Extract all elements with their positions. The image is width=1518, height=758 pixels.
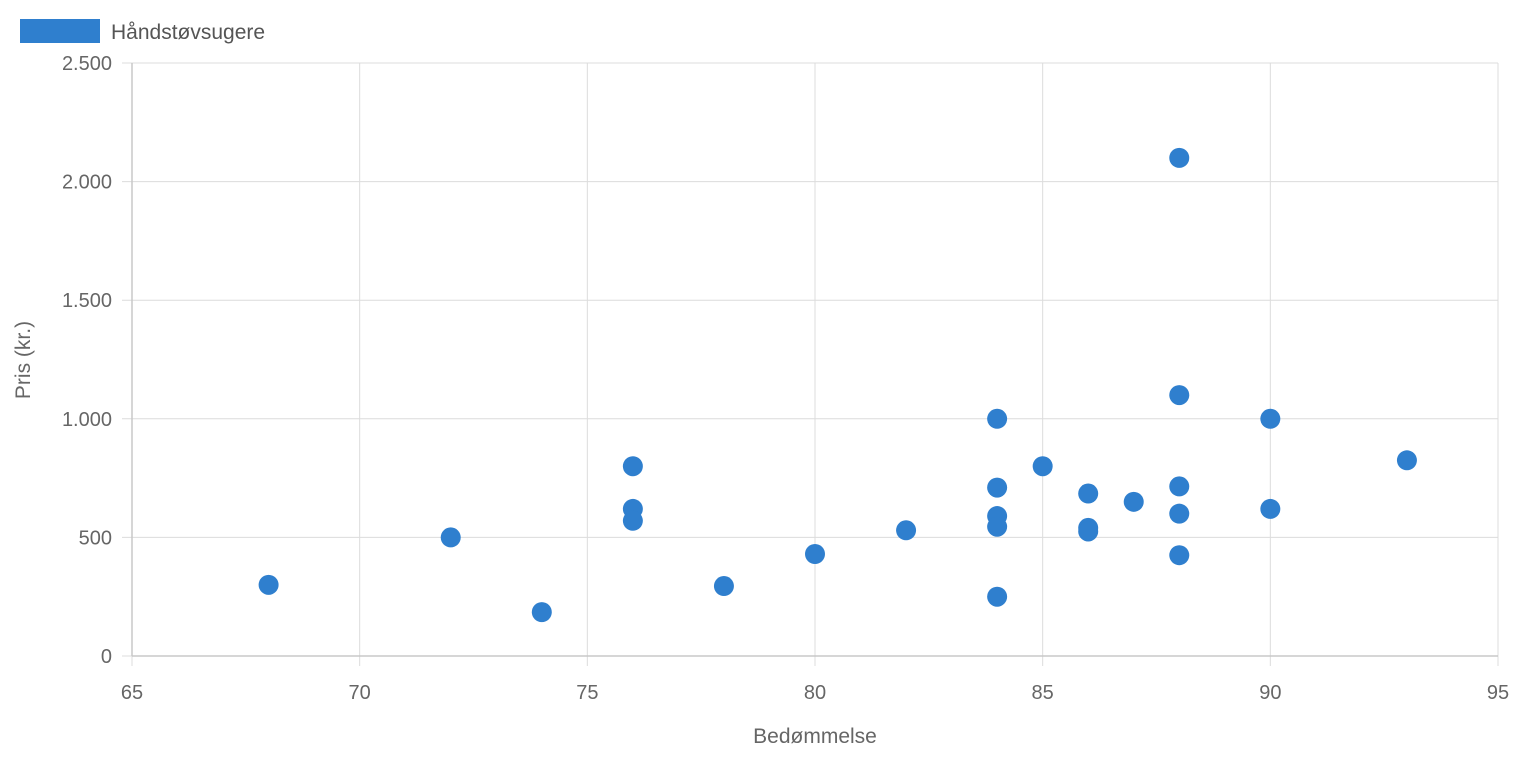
x-axis-title: Bedømmelse xyxy=(753,725,877,748)
x-tick-label: 85 xyxy=(1032,682,1054,704)
legend-label-handstovsugere: Håndstøvsugere xyxy=(111,21,265,44)
data-point[interactable] xyxy=(987,586,1008,607)
x-tick-label: 95 xyxy=(1487,682,1509,704)
data-points xyxy=(258,147,1417,623)
y-tick-label: 500 xyxy=(79,527,112,549)
x-tick-label: 90 xyxy=(1259,682,1281,704)
grid-lines xyxy=(122,62,1499,666)
y-tick-label: 1.000 xyxy=(62,409,112,431)
data-point[interactable] xyxy=(987,516,1008,537)
data-point[interactable] xyxy=(1260,498,1281,519)
y-axis-ticks: 0 500 1.000 1.500 2.000 2.500 xyxy=(62,53,112,668)
y-tick-label: 0 xyxy=(101,646,112,668)
data-point[interactable] xyxy=(1169,545,1190,566)
data-point[interactable] xyxy=(258,574,279,595)
data-point[interactable] xyxy=(440,527,461,548)
x-axis-ticks: 65 70 75 80 85 90 95 xyxy=(121,682,1509,704)
data-point[interactable] xyxy=(1078,483,1099,504)
data-point[interactable] xyxy=(896,520,917,541)
y-tick-label: 1.500 xyxy=(62,290,112,312)
x-tick-label: 65 xyxy=(121,682,143,704)
axes xyxy=(131,63,1498,657)
data-point[interactable] xyxy=(1123,491,1144,512)
data-point[interactable] xyxy=(1169,147,1190,168)
data-point[interactable] xyxy=(1169,503,1190,524)
y-tick-label: 2.000 xyxy=(62,172,112,194)
y-axis-title: Pris (kr.) xyxy=(12,321,35,399)
x-tick-label: 80 xyxy=(804,682,826,704)
data-point[interactable] xyxy=(1032,456,1053,477)
data-point[interactable] xyxy=(622,510,643,531)
data-point[interactable] xyxy=(1169,385,1190,406)
data-point[interactable] xyxy=(531,602,552,623)
legend-swatch xyxy=(20,19,100,43)
data-point[interactable] xyxy=(987,408,1008,429)
legend[interactable]: Håndstøvsugere xyxy=(20,19,265,44)
x-tick-label: 75 xyxy=(576,682,598,704)
y-tick-label: 2.500 xyxy=(62,53,112,75)
data-point[interactable] xyxy=(1169,476,1190,497)
data-point[interactable] xyxy=(987,477,1008,498)
data-point[interactable] xyxy=(622,456,643,477)
data-point[interactable] xyxy=(1260,408,1281,429)
data-point[interactable] xyxy=(1396,450,1417,471)
data-point[interactable] xyxy=(713,576,734,597)
data-point[interactable] xyxy=(805,544,825,565)
data-point[interactable] xyxy=(1078,521,1099,542)
x-tick-label: 70 xyxy=(349,682,371,704)
